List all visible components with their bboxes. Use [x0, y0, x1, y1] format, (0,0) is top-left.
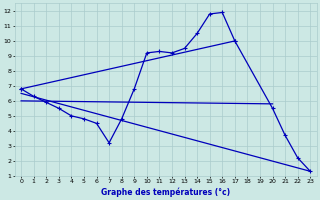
X-axis label: Graphe des températures (°c): Graphe des températures (°c) — [101, 187, 230, 197]
